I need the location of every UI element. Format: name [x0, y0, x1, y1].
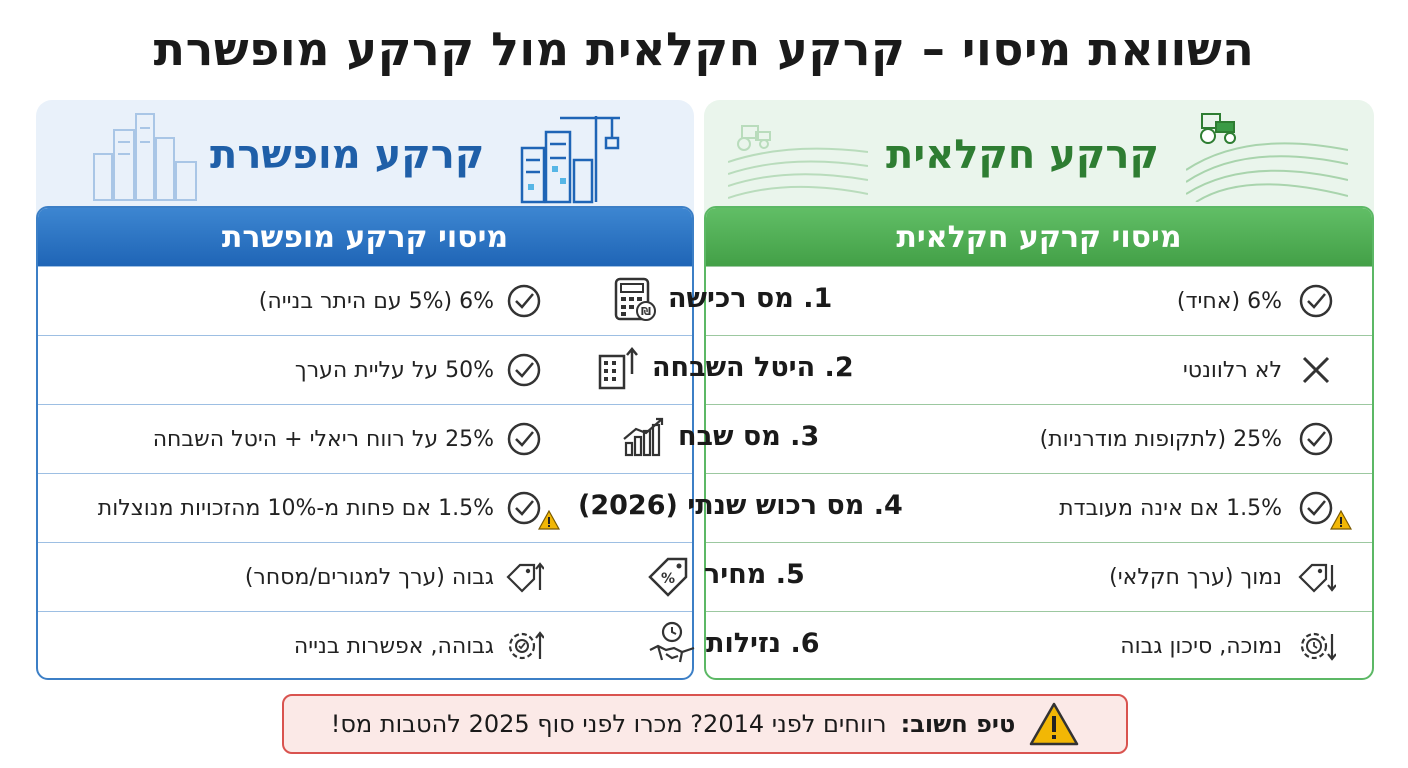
rezoned-price: גבוה (ערך למגורים/מסחר)	[244, 565, 494, 590]
criterion-price: 5. מחיר %	[646, 540, 805, 609]
agricultural-liquidity: נמוכה, סיכון גבוה	[1120, 634, 1282, 659]
table-row: נמוך (ערך חקלאי)	[706, 542, 1372, 611]
price-tag-arrow-down-icon	[1298, 563, 1336, 593]
criterion-label: 5. מחיר	[704, 559, 805, 590]
table-row: 25% (לתקופות מודרניות)	[706, 404, 1372, 473]
farm-field-icon	[728, 125, 868, 199]
building-arrow-icon	[598, 346, 638, 389]
rezoned-purchase-tax: 6% (5% עם היתר בנייה)	[258, 289, 494, 314]
agricultural-purchase-tax: 6% (אחיד)	[1176, 289, 1282, 314]
important-tip: טיפ חשוב: רווחים לפני 2014? מכרו לפני סו…	[282, 694, 1128, 754]
warning-icon	[1030, 702, 1079, 746]
table-row: 50% על עליית הערך	[38, 335, 692, 404]
warning-icon	[1330, 510, 1352, 530]
gear-arrow-up-icon	[508, 631, 544, 660]
criterion-label: 4. מס רכוש שנתי (2026)	[578, 490, 903, 521]
rezoned-liquidity: גבוהה, אפשרות בנייה	[293, 634, 494, 659]
agricultural-price: נמוך (ערך חקלאי)	[1109, 565, 1282, 590]
check-circle-icon	[1299, 422, 1333, 456]
handshake-clock-icon	[649, 621, 695, 662]
price-tag-arrow-up-icon	[506, 562, 544, 593]
criterion-label: 2. היטל השבחה	[652, 352, 854, 383]
criterion-purchase-tax: 1. מס רכישה ₪	[610, 264, 832, 333]
check-circle-icon	[507, 491, 541, 525]
rezoned-betterment-levy: 50% על עליית הערך	[294, 358, 494, 383]
farm-field-tractor-icon	[1186, 113, 1348, 202]
table-row: 25% על רווח ריאלי + היטל השבחה	[38, 404, 692, 473]
rezoned-tax-table: מיסוי קרקע מופשרת 6% (5% עם היתר בנייה) …	[36, 206, 694, 680]
agricultural-tax-table: מיסוי קרקע חקלאית 6% (אחיד) לא רלוונטי 2…	[704, 206, 1374, 680]
warning-icon	[538, 510, 560, 530]
rezoned-property-tax: 1.5% אם פחות מ-10% מהזכויות מנוצלות	[97, 496, 494, 521]
check-circle-icon	[1299, 491, 1333, 525]
growth-chart-icon	[623, 417, 664, 456]
check-circle-icon	[507, 353, 541, 387]
check-circle-icon	[1299, 284, 1333, 318]
criterion-label: 1. מס רכישה	[668, 283, 833, 314]
criterion-liquidity: 6. נזילות	[648, 609, 820, 678]
tip-text: רווחים לפני 2014? מכרו לפני סוף 2025 להט…	[330, 710, 887, 738]
table-row: גבוה (ערך למגורים/מסחר)	[38, 542, 692, 611]
table-row: 1.5% אם אינה מעובדת	[706, 473, 1372, 542]
x-icon	[1302, 356, 1330, 384]
table-row: גבוהה, אפשרות בנייה	[38, 611, 692, 678]
table-row: 1.5% אם פחות מ-10% מהזכויות מנוצלות	[38, 473, 692, 542]
svg-text:₪: ₪	[641, 305, 651, 318]
percent-tag-icon: %	[648, 557, 688, 597]
criterion-label: 6. נזילות	[706, 628, 820, 659]
gear-clock-arrow-down-icon	[1300, 632, 1336, 661]
agricultural-title: קרקע חקלאית	[886, 132, 1159, 178]
rezoned-capital-gains-tax: 25% על רווח ריאלי + היטל השבחה	[152, 427, 494, 452]
table-row: נמוכה, סיכון גבוה	[706, 611, 1372, 678]
table-row: לא רלוונטי	[706, 335, 1372, 404]
criterion-capital-gains-tax: 3. מס שבח	[620, 402, 819, 471]
calculator-icon: ₪	[614, 277, 656, 321]
criterion-annual-property-tax: 4. מס רכוש שנתי (2026)	[578, 471, 903, 540]
check-circle-icon	[507, 422, 541, 456]
table-row: 6% (אחיד)	[706, 266, 1372, 335]
rezoned-table-header: מיסוי קרקע מופשרת	[38, 208, 692, 266]
tip-label: טיפ חשוב:	[900, 710, 1016, 738]
agricultural-capital-gains-tax: 25% (לתקופות מודרניות)	[1039, 427, 1282, 452]
agricultural-table-header: מיסוי קרקע חקלאית	[706, 208, 1372, 266]
construction-crane-icon	[520, 116, 620, 204]
skyline-icon	[93, 113, 197, 201]
page-title: השוואת מיסוי – קרקע חקלאית מול קרקע מופש…	[153, 22, 1255, 76]
criterion-label: 3. מס שבח	[678, 421, 820, 452]
check-circle-icon	[507, 284, 541, 318]
table-row: 6% (5% עם היתר בנייה)	[38, 266, 692, 335]
agricultural-property-tax: 1.5% אם אינה מעובדת	[1059, 496, 1282, 521]
svg-text:%: %	[661, 571, 675, 587]
criterion-betterment-levy: 2. היטל השבחה	[594, 333, 854, 402]
agricultural-betterment-levy: לא רלוונטי	[1182, 358, 1282, 383]
rezoned-title: קרקע מופשרת	[210, 132, 485, 178]
